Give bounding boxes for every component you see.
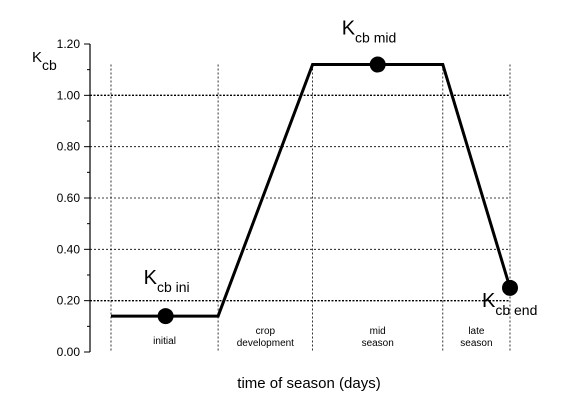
stage-label: late [468,326,485,337]
kcb-marker [502,279,518,296]
y-tick-label: 0.40 [57,242,81,256]
x-axis-title: time of season (days) [237,375,380,392]
kcb-annotation: Kcb end [482,290,537,318]
y-tick-label: 1.20 [57,37,81,51]
stage-label: season [362,338,394,349]
stage-label: mid [370,326,386,337]
kcb-curve [111,63,512,318]
y-axis-title: Kcb [32,49,57,73]
kcb-annotation-main: K [144,267,158,289]
kcb-marker [157,308,174,325]
stage-label: crop [256,326,276,337]
kcb-annotation-sub: cb ini [157,279,190,295]
stage-label: initial [153,336,176,347]
kcb-line [111,63,512,318]
kcb-marker [369,56,386,73]
stage-dividers [110,64,511,352]
y-tick-label: 0.00 [57,345,81,359]
kcb-annotation-main: K [342,18,356,40]
y-tick-label: 0.20 [57,294,81,308]
chart-labels: initialcropdevelopmentmidseasonlateseaso… [144,18,538,349]
stage-label: development [237,338,294,349]
kcb-annotation: Kcb mid [342,18,397,46]
kcb-annotation-main: K [482,290,496,312]
kcb-markers [157,56,518,325]
y-axis-title-sub: cb [42,57,57,73]
kcb-annotation-sub: cb mid [355,30,396,46]
y-tick-label: 0.80 [57,140,81,154]
y-axis-title-main: K [32,49,42,66]
y-axis: 0.00 0.20 0.40 0.60 0.80 1.00 1.20 [57,37,91,359]
kcb-annotation: Kcb ini [144,267,190,295]
y-tick-label: 1.00 [57,88,81,102]
kcb-annotation-sub: cb end [495,302,537,318]
y-tick-label: 0.60 [57,191,81,205]
stage-label: season [460,338,492,349]
